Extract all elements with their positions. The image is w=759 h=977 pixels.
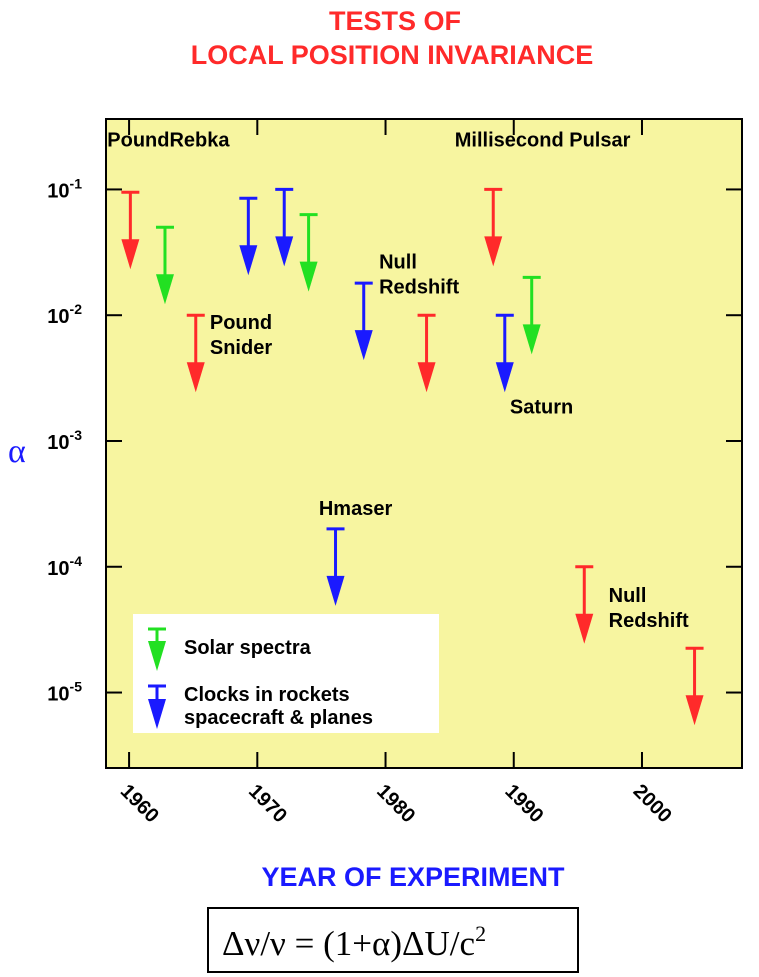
y-tick-label: 10-2 xyxy=(47,301,82,328)
limit-arrow-head xyxy=(275,236,294,267)
annotation-millisecond-pulsar: Millisecond Pulsar xyxy=(455,130,631,152)
data-marks xyxy=(121,187,704,726)
y-tick-label: 10-3 xyxy=(47,427,82,454)
chart-title-line1: TESTS OF xyxy=(329,6,461,36)
legend: Solar spectra Clocks in rockets spacecra… xyxy=(133,614,439,733)
formula-box xyxy=(207,907,579,973)
limit-arrow-head xyxy=(484,236,503,267)
annotation-null-redshift-2: Null xyxy=(609,585,647,607)
formula-superscript: 2 xyxy=(475,921,486,946)
y-tick-label: 10-5 xyxy=(47,679,82,706)
annotation-null-redshift-1: Redshift xyxy=(379,277,459,299)
limit-arrow-head xyxy=(299,261,318,292)
annotation-null-redshift-1: Null xyxy=(379,252,417,274)
limit-arrow-head xyxy=(155,274,174,305)
limit-arrow-head xyxy=(354,330,373,361)
annotation-saturn: Saturn xyxy=(510,396,573,418)
legend-label-clocks-line1: Clocks in rockets xyxy=(184,684,350,706)
y-tick-label: 10-1 xyxy=(47,175,82,202)
annotations: PoundRebka Pound Snider Null Redshift Millise… xyxy=(107,130,689,632)
annotation-pound-snider: Pound xyxy=(210,312,272,334)
x-tick-label: 1980 xyxy=(372,780,419,827)
formula: Δν/ν = (1+α)ΔU/c2 xyxy=(222,921,486,963)
x-tick-label: 1960 xyxy=(116,780,163,827)
limit-arrow-head xyxy=(239,245,258,276)
annotation-hmaser: Hmaser xyxy=(319,498,393,520)
x-tick-label: 2000 xyxy=(629,780,676,827)
limit-arrow-head xyxy=(326,575,345,606)
x-tick-label: 1970 xyxy=(244,780,291,827)
limit-arrow-head xyxy=(186,362,205,393)
limit-arrow-head xyxy=(575,613,594,644)
limit-arrow-head xyxy=(121,239,140,270)
x-tick-label: 1990 xyxy=(500,780,547,827)
chart-title-line2: LOCAL POSITION INVARIANCE xyxy=(191,40,594,70)
annotation-pound-snider: Snider xyxy=(210,337,272,359)
y-tick-label: 10-4 xyxy=(47,553,82,580)
y-axis-label: α xyxy=(8,433,26,470)
limit-arrow-head xyxy=(685,695,704,726)
annotation-pound-rebka: PoundRebka xyxy=(107,130,230,152)
limit-arrow-head xyxy=(495,362,514,393)
x-axis-label: YEAR OF EXPERIMENT xyxy=(261,862,565,892)
legend-label-clocks-line2: spacecraft & planes xyxy=(184,707,373,729)
legend-marker-clocks-head xyxy=(148,699,166,729)
limit-arrow-head xyxy=(417,362,436,393)
annotation-null-redshift-2: Redshift xyxy=(609,610,689,632)
legend-box xyxy=(133,614,439,733)
legend-marker-solar-spectra-head xyxy=(148,641,166,671)
limit-arrow-head xyxy=(522,324,541,355)
formula-main: Δν/ν = (1+α)ΔU/c xyxy=(222,924,475,963)
legend-label-solar-spectra: Solar spectra xyxy=(184,637,312,659)
